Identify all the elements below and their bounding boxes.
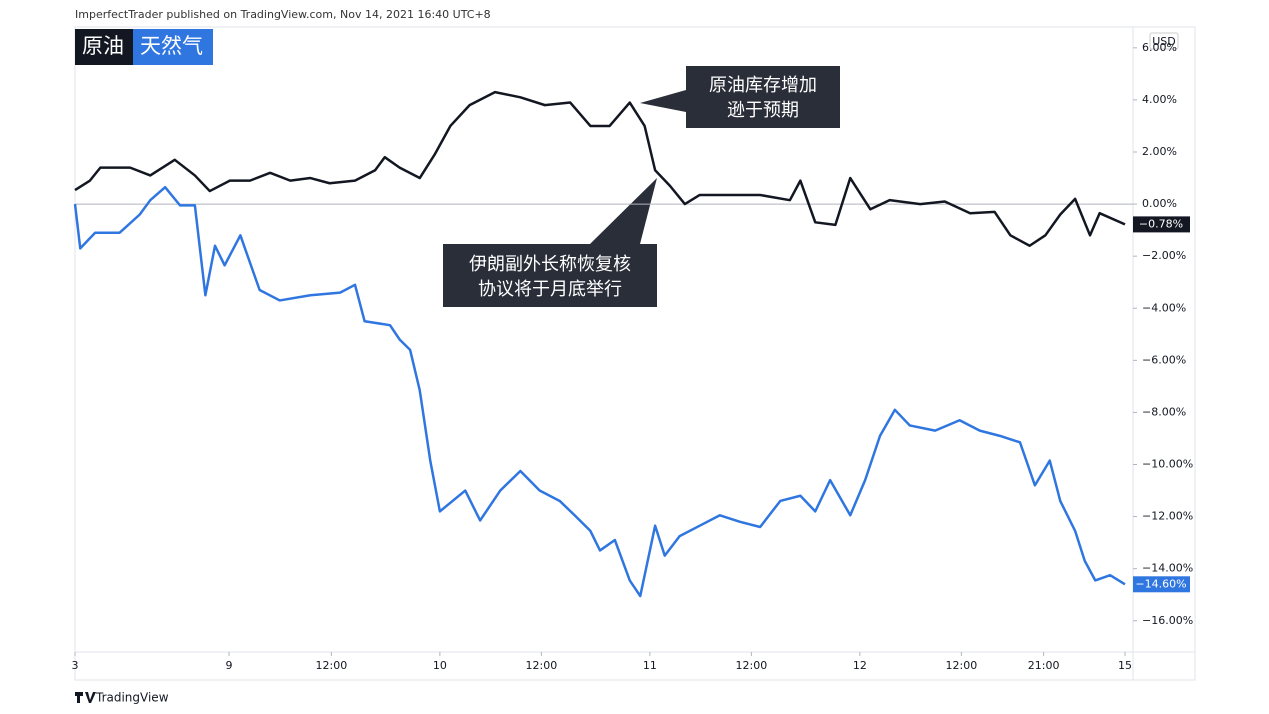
currency-box	[1149, 32, 1179, 50]
x-tick-label: 3	[72, 659, 79, 672]
callout-text: 伊朗副外长称恢复核	[469, 254, 631, 275]
last-value-box	[1133, 576, 1190, 593]
callout-box	[686, 66, 840, 128]
last-value-label: −14.60%	[1135, 577, 1186, 590]
footer-logo: TradingView	[75, 691, 169, 705]
header: ImperfectTrader published on TradingView…	[75, 8, 491, 21]
x-tick-label: 21:00	[1028, 659, 1060, 672]
y-tick-label: −10.00%	[1142, 458, 1193, 471]
callout-box	[443, 244, 657, 307]
x-tick-label: 15	[1118, 659, 1132, 672]
legend-swatch	[133, 29, 213, 65]
x-tick-label: 12	[853, 659, 867, 672]
series-line	[73, 185, 1126, 598]
y-tick-label: −4.00%	[1142, 301, 1186, 314]
y-tick-label: 0.00%	[1142, 197, 1177, 210]
callout-text: 原油库存增加	[709, 75, 817, 96]
x-tick-label: 12:00	[736, 659, 768, 672]
callout-text: 协议将于月底举行	[478, 279, 622, 300]
legend-label: 原油	[82, 34, 124, 58]
callout-1: 原油库存增加 逊于预期	[640, 66, 840, 128]
y-tick-label: −16.00%	[1142, 614, 1193, 627]
x-tick-label: 12:00	[526, 659, 558, 672]
y-tick-label: −2.00%	[1142, 249, 1186, 262]
y-tick-label: 6.00%	[1142, 41, 1177, 54]
callout-pointer	[590, 178, 657, 244]
y-tick-label: 2.00%	[1142, 145, 1177, 158]
currency: USD	[1152, 35, 1176, 48]
legend-swatch	[75, 29, 133, 65]
y-tick-label: −12.00%	[1142, 510, 1193, 523]
y-tick-label: 4.00%	[1142, 93, 1177, 106]
last-value-label: −0.78%	[1139, 217, 1183, 230]
y-tick-label: −8.00%	[1142, 405, 1186, 418]
x-tick-label: 12:00	[946, 659, 978, 672]
x-tick-label: 11	[643, 659, 657, 672]
legend-label: 天然气	[140, 34, 203, 58]
frame	[74, 26, 1196, 681]
last-value-box	[1133, 216, 1190, 233]
y-tick-label: −6.00%	[1142, 353, 1186, 366]
x-tick-label: 12:00	[316, 659, 348, 672]
y-tick-label: −14.00%	[1142, 562, 1193, 575]
logo	[75, 692, 96, 703]
x-tick-label: 10	[433, 659, 447, 672]
series-line	[74, 90, 1126, 247]
x-tick-label: 9	[226, 659, 233, 672]
callout-2: 伊朗副外长称恢复核 协议将于月底举行	[443, 178, 657, 307]
callout-text: 逊于预期	[727, 100, 799, 121]
footer: TradingView	[95, 691, 169, 705]
callout-pointer	[640, 90, 686, 112]
